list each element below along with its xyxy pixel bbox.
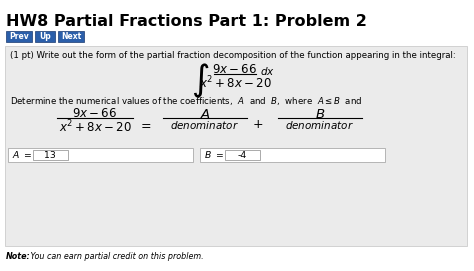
Text: $x^2 + 8x - 20$: $x^2 + 8x - 20$ [199, 75, 272, 92]
Text: $B$: $B$ [315, 108, 325, 121]
Text: $A$: $A$ [200, 108, 210, 121]
Text: Note:: Note: [6, 252, 31, 261]
Text: $+$: $+$ [252, 118, 264, 131]
FancyBboxPatch shape [8, 148, 193, 162]
Text: Prev: Prev [9, 32, 29, 41]
Text: Determine the numerical values of the coefficients,  $A$  and  $B$,  where  $A \: Determine the numerical values of the co… [10, 95, 363, 107]
Text: (1 pt) Write out the form of the partial fraction decomposition of the function : (1 pt) Write out the form of the partial… [10, 51, 456, 60]
Text: -4: -4 [237, 150, 246, 160]
FancyBboxPatch shape [5, 46, 467, 246]
Text: $x^2 + 8x - 20$: $x^2 + 8x - 20$ [59, 119, 131, 136]
Text: 13: 13 [44, 150, 56, 160]
Text: $denominator$: $denominator$ [171, 119, 239, 131]
Text: $9x - 66$: $9x - 66$ [73, 107, 118, 120]
Text: $denominator$: $denominator$ [285, 119, 355, 131]
Text: Next: Next [61, 32, 81, 41]
FancyBboxPatch shape [33, 150, 68, 160]
Text: $\int$: $\int$ [191, 62, 209, 100]
FancyBboxPatch shape [225, 150, 260, 160]
FancyBboxPatch shape [35, 31, 55, 42]
FancyBboxPatch shape [58, 31, 84, 42]
Text: $B\ =$: $B\ =$ [204, 150, 224, 160]
Text: $dx$: $dx$ [260, 65, 275, 77]
Text: $A\ =$: $A\ =$ [12, 150, 32, 160]
FancyBboxPatch shape [6, 31, 32, 42]
Text: You can earn partial credit on this problem.: You can earn partial credit on this prob… [28, 252, 204, 261]
Text: $=$: $=$ [138, 118, 152, 131]
FancyBboxPatch shape [200, 148, 385, 162]
Text: $9x - 66$: $9x - 66$ [212, 63, 257, 76]
Text: Up: Up [39, 32, 51, 41]
Text: HW8 Partial Fractions Part 1: Problem 2: HW8 Partial Fractions Part 1: Problem 2 [6, 14, 367, 29]
